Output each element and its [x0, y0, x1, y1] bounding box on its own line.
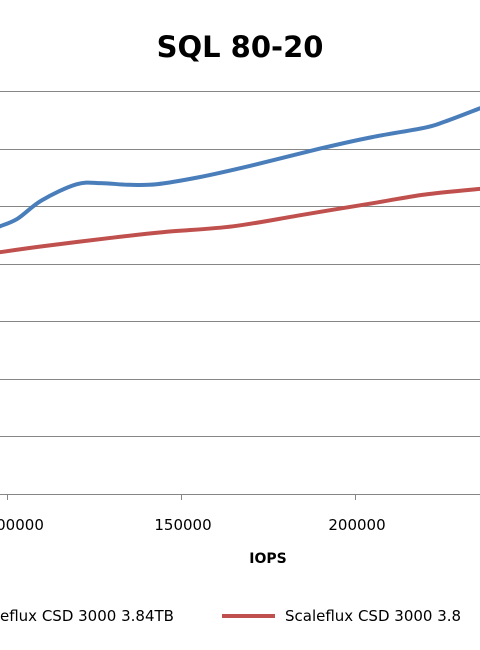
gridlines: [0, 91, 480, 437]
chart-title: SQL 80-20: [157, 30, 324, 64]
x-tick-label-100000: 00000: [0, 516, 44, 534]
legend-label-series-2: Scaleflux CSD 3000 3.8: [285, 607, 461, 625]
legend: eflux CSD 3000 3.84TB Scaleflux CSD 3000…: [0, 607, 461, 625]
x-tick-label-150000: 150000: [154, 516, 211, 534]
series-line-1: [0, 106, 480, 229]
x-axis-tick-labels: 00000 150000 200000: [0, 516, 386, 534]
legend-label-series-1: eflux CSD 3000 3.84TB: [0, 607, 174, 625]
series-layer: [0, 106, 480, 255]
series-line-2: [0, 186, 480, 255]
x-axis-ticks: [7, 494, 356, 500]
x-axis-title: IOPS: [249, 551, 286, 567]
x-tick-label-200000: 200000: [328, 516, 385, 534]
